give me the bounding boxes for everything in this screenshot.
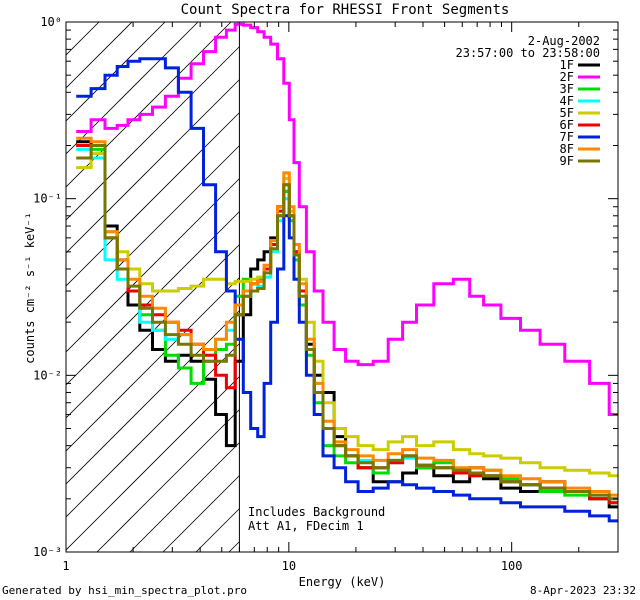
hatch-line (66, 343, 240, 518)
annotation-attenuator: Att A1, FDecim 1 (248, 519, 364, 533)
timestamp-label: 8-Apr-2023 23:32 (530, 584, 636, 597)
hatched-region (66, 22, 240, 552)
series-line-4f (76, 147, 618, 501)
x-tick-label: 100 (501, 559, 523, 573)
series-group (76, 22, 618, 523)
hatch-line (228, 541, 240, 552)
date-label: 2-Aug-2002 (528, 34, 600, 48)
y-tick-label: 10⁻³ (33, 545, 62, 559)
time-range-label: 23:57:00 to 23:58:00 (456, 46, 601, 60)
x-axis: 1 10 100 (62, 22, 619, 573)
chart-title: Count Spectra for RHESSI Front Segments (181, 2, 510, 18)
hatch-line (66, 22, 166, 122)
hatch-line (66, 310, 240, 485)
y-axis: 10⁻³ 10⁻² 10⁻¹ 10⁰ (33, 15, 618, 559)
series-line-9f (76, 144, 618, 501)
plot-frame (65, 21, 619, 553)
x-tick-label: 10 (282, 559, 296, 573)
series-line-1f (76, 140, 618, 509)
legend-label-7f: 7F (560, 130, 574, 144)
series-line-8f (76, 136, 618, 497)
hatch-line (66, 376, 240, 551)
hatch-line (66, 145, 240, 320)
hatch-line (195, 508, 240, 552)
generated-by-label: Generated by hsi_min_spectra_plot.pro (2, 584, 247, 597)
hatch-line (66, 22, 100, 56)
y-tick-label: 10⁻² (33, 368, 62, 382)
legend-label-4f: 4F (560, 94, 574, 108)
annotation-background: Includes Background (248, 505, 385, 519)
hatch-line (66, 46, 240, 221)
legend-label-3f: 3F (560, 82, 574, 96)
hatch-line (162, 475, 240, 552)
legend-label-1f: 1F (560, 58, 574, 72)
legend-label-6f: 6F (560, 118, 574, 132)
hatch-line (66, 277, 240, 452)
legend-label-8f: 8F (560, 142, 574, 156)
hatch-line (129, 442, 240, 552)
hatch-line (66, 178, 240, 353)
hatch-line (96, 409, 240, 552)
y-tick-label: 10⁻¹ (33, 192, 62, 206)
series-line-2f (76, 22, 618, 416)
y-tick-label: 10⁰ (40, 15, 62, 29)
x-tick-label: 1 (62, 559, 69, 573)
legend-label-9f: 9F (560, 154, 574, 168)
hatch-line (66, 112, 240, 287)
hatch-line (66, 79, 240, 254)
x-axis-label: Energy (keV) (299, 575, 386, 589)
y-axis-label: counts cm⁻² s⁻¹ keV⁻¹ (23, 212, 37, 364)
legend-label-2f: 2F (560, 70, 574, 84)
hatch-line (66, 22, 133, 89)
legend-label-5f: 5F (560, 106, 574, 120)
